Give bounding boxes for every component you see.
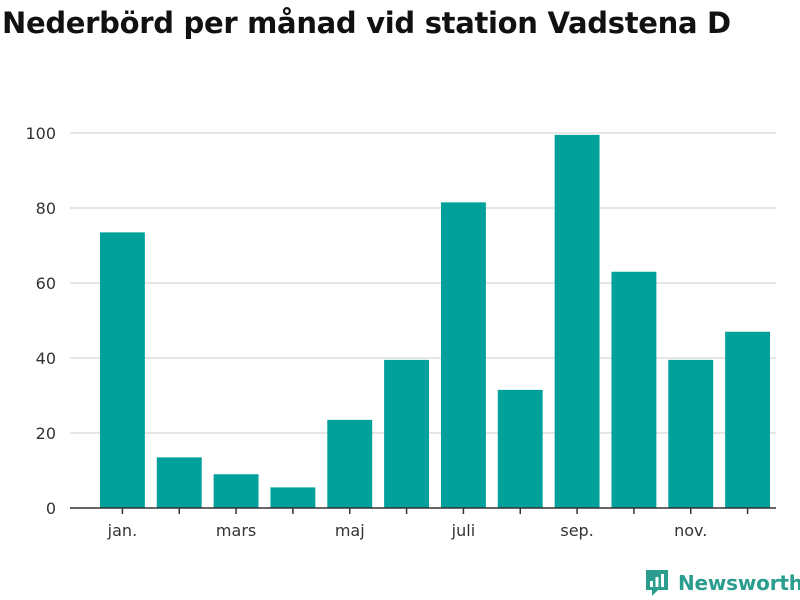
bar-9 (611, 271, 657, 508)
x-axis: jan. mars maj juli sep. nov. (70, 507, 776, 540)
bar-chart-icon (646, 570, 668, 596)
x-tick-label: nov. (674, 521, 707, 540)
y-axis: 0 20 40 60 80 100 (25, 124, 56, 518)
bar-5 (384, 359, 430, 508)
bar-10 (668, 359, 714, 508)
y-tick-label: 60 (36, 274, 56, 293)
y-tick-label: 100 (25, 124, 56, 143)
x-tick-label: jan. (107, 521, 137, 540)
x-tick-label: maj (335, 521, 365, 540)
chart-title: Nederbörd per månad vid station Vadstena… (2, 6, 731, 40)
y-tick-label: 40 (36, 349, 56, 368)
bar-6 (440, 202, 486, 508)
bars (99, 134, 771, 508)
y-tick-label: 0 (46, 499, 56, 518)
bar-4 (327, 419, 373, 508)
bar-2 (213, 474, 259, 508)
bar-0 (99, 232, 145, 508)
bar-11 (725, 331, 771, 508)
y-tick-label: 80 (36, 199, 56, 218)
bar-3 (270, 487, 316, 508)
bar-8 (554, 134, 600, 508)
bar-7 (497, 389, 543, 508)
x-tick-label: mars (216, 521, 256, 540)
bar-1 (156, 457, 202, 508)
brand-name: Newsworthy (678, 571, 800, 595)
grid-lines (70, 132, 776, 434)
x-tick-label: juli (451, 521, 475, 540)
x-tick-label: sep. (560, 521, 593, 540)
newsworthy-logo: Newsworthy (644, 568, 800, 598)
y-tick-label: 20 (36, 424, 56, 443)
